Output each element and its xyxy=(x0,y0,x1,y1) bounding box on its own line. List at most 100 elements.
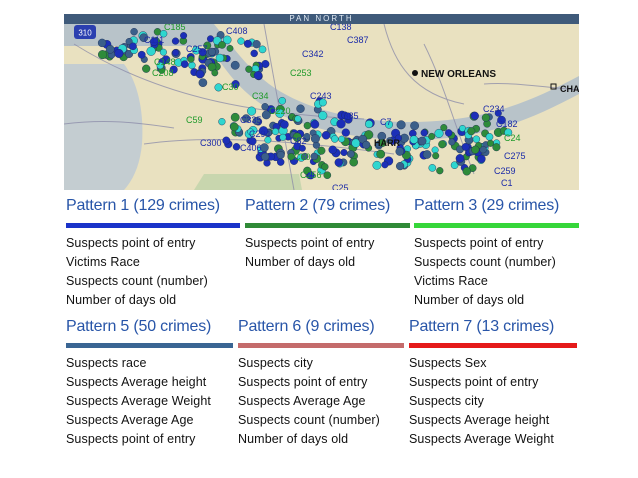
crime-point[interactable] xyxy=(417,136,427,146)
crime-point[interactable] xyxy=(276,158,285,166)
crime-point[interactable] xyxy=(159,48,167,56)
map-canvas[interactable]: 310 C26C4C185C408C138C111C257C387C342C14… xyxy=(64,24,579,190)
crime-point[interactable] xyxy=(395,147,405,156)
crime-point[interactable] xyxy=(276,150,285,159)
crime-point[interactable] xyxy=(428,132,436,140)
crime-point[interactable] xyxy=(188,61,196,69)
crime-point[interactable] xyxy=(422,150,432,159)
crime-point[interactable] xyxy=(331,135,339,143)
crime-point[interactable] xyxy=(334,158,343,167)
crime-point[interactable] xyxy=(385,120,394,129)
crime-point[interactable] xyxy=(396,162,405,171)
crime-point[interactable] xyxy=(215,53,225,63)
crime-point[interactable] xyxy=(279,133,287,141)
crime-point[interactable] xyxy=(261,110,271,120)
crime-point[interactable] xyxy=(243,39,252,48)
crime-point[interactable] xyxy=(481,113,491,122)
crime-point[interactable] xyxy=(381,161,389,169)
crime-point[interactable] xyxy=(218,41,226,49)
crime-point[interactable] xyxy=(336,119,346,129)
crime-point[interactable] xyxy=(487,139,495,147)
crime-point[interactable] xyxy=(420,129,428,137)
crime-point[interactable] xyxy=(436,167,444,175)
crime-point[interactable] xyxy=(317,146,326,155)
crime-point[interactable] xyxy=(247,128,255,136)
crime-point[interactable] xyxy=(450,161,459,169)
crime-point[interactable] xyxy=(169,65,178,74)
crime-point[interactable] xyxy=(338,135,345,143)
crime-point[interactable] xyxy=(372,160,382,170)
crime-point[interactable] xyxy=(180,32,188,40)
crime-point[interactable] xyxy=(428,164,437,172)
crime-point[interactable] xyxy=(396,120,406,130)
crime-point[interactable] xyxy=(252,40,261,49)
crime-point[interactable] xyxy=(250,49,258,58)
crime-point[interactable] xyxy=(471,145,480,154)
crime-point[interactable] xyxy=(409,135,419,144)
crime-point[interactable] xyxy=(137,50,146,59)
crime-point[interactable] xyxy=(258,126,269,136)
crime-point[interactable] xyxy=(349,157,359,167)
crime-point[interactable] xyxy=(261,103,269,111)
crime-point[interactable] xyxy=(252,116,261,125)
crime-point[interactable] xyxy=(114,48,124,58)
crime-point[interactable] xyxy=(271,128,279,136)
crime-point[interactable] xyxy=(364,130,374,140)
crime-map[interactable]: PAN NORTH 310 C26C4C185C408C138C111C257C… xyxy=(64,14,579,190)
crime-point[interactable] xyxy=(222,35,232,45)
crime-point[interactable] xyxy=(306,171,315,180)
crime-point[interactable] xyxy=(303,121,312,130)
crime-point[interactable] xyxy=(203,41,212,50)
crime-point[interactable] xyxy=(258,45,267,54)
crime-point[interactable] xyxy=(494,109,502,117)
crime-point[interactable] xyxy=(376,149,386,159)
crime-point[interactable] xyxy=(479,145,487,154)
crime-point[interactable] xyxy=(139,33,149,43)
crime-point[interactable] xyxy=(455,154,465,163)
crime-point[interactable] xyxy=(229,122,239,132)
crime-point[interactable] xyxy=(156,61,164,70)
crime-point[interactable] xyxy=(248,137,257,146)
crime-point[interactable] xyxy=(294,115,302,123)
crime-point[interactable] xyxy=(340,148,348,156)
crime-point[interactable] xyxy=(438,140,447,149)
crime-points[interactable] xyxy=(97,27,513,180)
crime-point[interactable] xyxy=(318,98,327,107)
crime-point[interactable] xyxy=(477,154,486,164)
crime-point[interactable] xyxy=(410,121,419,131)
crime-point[interactable] xyxy=(292,132,302,142)
crime-point[interactable] xyxy=(462,167,471,176)
crime-point[interactable] xyxy=(448,138,456,146)
crime-point[interactable] xyxy=(261,152,270,161)
crime-point[interactable] xyxy=(323,171,332,179)
pattern-3-title[interactable]: Pattern 3 (29 crimes) xyxy=(414,197,560,214)
crime-point[interactable] xyxy=(149,37,159,46)
crime-point[interactable] xyxy=(159,29,168,38)
crime-point[interactable] xyxy=(365,120,374,129)
crime-point[interactable] xyxy=(264,136,272,144)
crime-point[interactable] xyxy=(301,152,309,160)
crime-point[interactable] xyxy=(97,38,107,48)
crime-point[interactable] xyxy=(432,152,440,160)
crime-point[interactable] xyxy=(341,128,350,137)
crime-point[interactable] xyxy=(129,42,137,51)
crime-point[interactable] xyxy=(242,114,251,123)
crime-point[interactable] xyxy=(98,50,108,60)
crime-point[interactable] xyxy=(230,60,240,70)
crime-point[interactable] xyxy=(346,150,355,158)
crime-point[interactable] xyxy=(504,128,513,137)
crime-point[interactable] xyxy=(198,78,208,88)
crime-point[interactable] xyxy=(386,137,394,145)
crime-point[interactable] xyxy=(296,104,305,113)
crime-point[interactable] xyxy=(187,55,195,63)
crime-point[interactable] xyxy=(130,27,138,36)
crime-point[interactable] xyxy=(214,83,223,92)
pattern-2-title[interactable]: Pattern 2 (79 crimes) xyxy=(245,197,391,214)
crime-point[interactable] xyxy=(247,106,257,116)
crime-point[interactable] xyxy=(171,37,180,45)
crime-point[interactable] xyxy=(180,60,189,69)
pattern-7-title[interactable]: Pattern 7 (13 crimes) xyxy=(409,318,555,335)
crime-point[interactable] xyxy=(318,110,328,120)
crime-point[interactable] xyxy=(310,134,320,144)
crime-point[interactable] xyxy=(485,133,494,141)
